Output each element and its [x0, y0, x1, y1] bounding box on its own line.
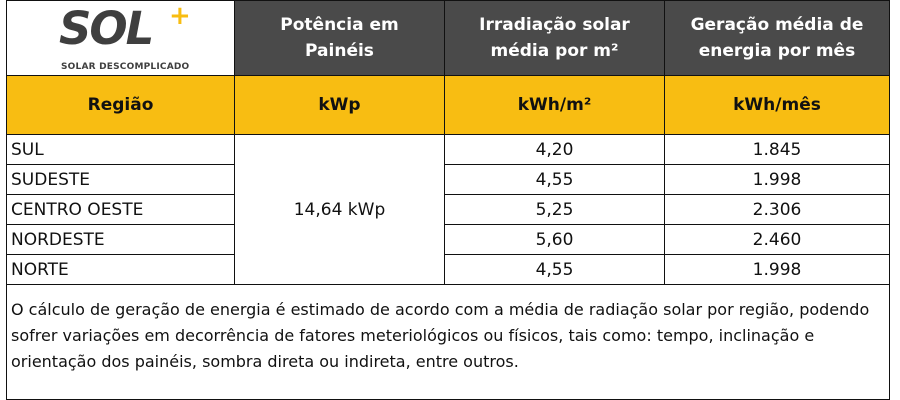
irradiation-cell: 4,55: [444, 164, 665, 195]
note-row: O cálculo de geração de energia é estima…: [6, 284, 890, 400]
header-irradiation: Irradiação solar média por m²: [444, 0, 665, 76]
region-cell: NORDESTE: [6, 224, 235, 255]
region-cell: SUL: [6, 134, 235, 165]
region-cell: CENTRO OESTE: [6, 194, 235, 225]
logo-plus-icon: +: [169, 1, 191, 31]
logo-cell: SOL + SOLAR DESCOMPLICADO: [6, 0, 235, 76]
table-row: CENTRO OESTE 5,25 2.306: [6, 194, 890, 225]
footnote: O cálculo de geração de energia é estima…: [6, 284, 890, 400]
header-generation: Geração média de energia por mês: [664, 0, 890, 76]
table-row: NORDESTE 5,60 2.460: [6, 224, 890, 255]
header-irradiation-label: Irradiação solar média por m²: [479, 15, 630, 61]
units-generation: kWh/mês: [664, 75, 890, 135]
units-row: Região kWp kWh/m² kWh/mês: [6, 75, 890, 135]
generation-table-card: SOL + SOLAR DESCOMPLICADO Potência em Pa…: [6, 0, 894, 400]
header-generation-label: Geração média de energia por mês: [690, 15, 864, 61]
power-cell: 14,64 kWp: [234, 134, 445, 285]
units-irradiation: kWh/m²: [444, 75, 665, 135]
irradiation-cell: 5,25: [444, 194, 665, 225]
table-row: SUL 14,64 kWp 4,20 1.845: [6, 134, 890, 285]
table-row: NORTE 4,55 1.998: [6, 254, 890, 285]
generation-cell: 1.845: [664, 134, 890, 165]
header-power-label: Potência em Painéis: [280, 15, 399, 61]
logo-tagline: SOLAR DESCOMPLICADO: [61, 62, 190, 72]
generation-cell: 1.998: [664, 164, 890, 195]
region-cell: NORTE: [6, 254, 235, 285]
irradiation-cell: 4,55: [444, 254, 665, 285]
generation-cell: 2.306: [664, 194, 890, 225]
generation-table: SOL + SOLAR DESCOMPLICADO Potência em Pa…: [6, 0, 890, 400]
irradiation-cell: 5,60: [444, 224, 665, 255]
brand-logo: SOL + SOLAR DESCOMPLICADO: [7, 1, 235, 75]
logo-wordmark: SOL: [59, 2, 154, 55]
units-region: Região: [6, 75, 235, 135]
irradiation-cell: 4,20: [444, 134, 665, 165]
region-cell: SUDESTE: [6, 164, 235, 195]
table-row: SUDESTE 4,55 1.998: [6, 164, 890, 195]
generation-cell: 2.460: [664, 224, 890, 255]
header-power: Potência em Painéis: [234, 0, 445, 76]
units-power: kWp: [234, 75, 445, 135]
header-row: SOL + SOLAR DESCOMPLICADO Potência em Pa…: [6, 0, 890, 76]
generation-cell: 1.998: [664, 254, 890, 285]
